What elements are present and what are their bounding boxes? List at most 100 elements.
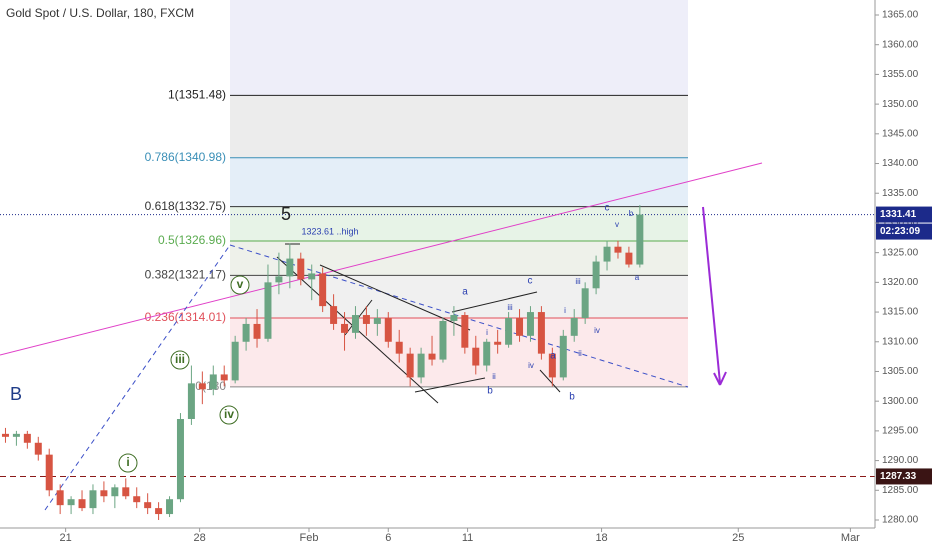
wave-label: iv xyxy=(224,407,234,421)
wave-label: iii xyxy=(507,303,513,312)
candle-body xyxy=(362,315,370,324)
y-tick-label: 1315.00 xyxy=(882,307,919,318)
wave-label: i xyxy=(564,306,566,315)
fib-level-label: 0.382(1321.17) xyxy=(145,268,226,282)
wave-label: a xyxy=(462,287,468,298)
candle-body xyxy=(548,353,556,378)
candle-body xyxy=(34,442,42,455)
x-tick-label: 11 xyxy=(462,532,473,544)
y-tick-label: 1355.00 xyxy=(882,69,919,80)
candle-body xyxy=(155,508,163,515)
y-tick-label: 1340.00 xyxy=(882,158,919,169)
candle-body xyxy=(592,261,600,289)
countdown-label: 02:23:09 xyxy=(880,226,920,237)
candle-body xyxy=(209,374,217,390)
x-tick-label: 6 xyxy=(385,532,391,544)
trend-line xyxy=(702,206,721,384)
candle-body xyxy=(133,496,141,503)
candle-body xyxy=(286,258,294,277)
candle-body xyxy=(417,353,425,378)
fib-level-label: 0.618(1332.75) xyxy=(145,199,226,213)
price-axis xyxy=(875,0,932,550)
wave-circle xyxy=(219,405,239,425)
trend-line xyxy=(229,244,689,388)
wave-label: iv xyxy=(594,326,600,335)
wave-label: iii xyxy=(175,352,185,366)
candle-body xyxy=(23,433,31,443)
level-label: 1287.33 xyxy=(880,471,917,482)
candle-body xyxy=(505,318,513,345)
candle-body xyxy=(472,347,480,366)
wave-circle xyxy=(170,350,190,370)
wave-label: c xyxy=(605,203,610,214)
wave-label: i xyxy=(486,328,488,337)
candle-body xyxy=(319,273,327,307)
x-tick-label: Mar xyxy=(841,532,860,544)
time-axis xyxy=(0,528,875,550)
trend-line xyxy=(451,291,538,313)
candle-body xyxy=(461,315,469,348)
y-tick-label: 1305.00 xyxy=(882,366,919,377)
candle-body xyxy=(384,318,392,342)
y-tick-label: 1300.00 xyxy=(882,396,919,407)
candle-body xyxy=(351,315,359,333)
fib-level-label: 0.236(1314.01) xyxy=(145,310,226,324)
candle-body xyxy=(45,454,53,491)
candle-body xyxy=(636,214,644,265)
x-tick-label: 28 xyxy=(193,532,205,544)
candle-body xyxy=(428,353,436,360)
y-tick-label: 1285.00 xyxy=(882,485,919,496)
candle-body xyxy=(275,276,283,283)
axes: 1280.00 1285.00 1290.00 1295.00 1300.00 1305.… xyxy=(60,10,932,544)
trend-line xyxy=(539,369,561,393)
wave-label: a xyxy=(550,351,556,362)
wave-label: iv xyxy=(528,361,534,370)
candle-body xyxy=(625,252,633,265)
candle-body xyxy=(1,433,9,437)
wave-label: v xyxy=(237,277,244,291)
wave-label: 1323.61 ..high xyxy=(301,226,358,236)
candle-body xyxy=(373,318,381,324)
last-price-tag xyxy=(876,206,932,223)
trend-line xyxy=(414,377,486,393)
candle-body xyxy=(122,487,130,497)
y-tick-label: 1290.00 xyxy=(882,455,919,466)
candle-body xyxy=(297,258,305,280)
fib-band xyxy=(230,206,688,242)
wave-label: ii xyxy=(492,372,496,381)
fib-band xyxy=(230,0,688,96)
trend-line xyxy=(0,162,763,356)
candle-body xyxy=(242,323,250,342)
y-tick-label: 1360.00 xyxy=(882,39,919,50)
y-tick-label: 1350.00 xyxy=(882,99,919,110)
candle-body xyxy=(111,487,119,497)
candle-body xyxy=(450,315,458,321)
candle-body xyxy=(494,341,502,345)
candle-body xyxy=(78,499,86,509)
fib-band xyxy=(230,157,688,207)
candle-body xyxy=(187,383,195,419)
x-tick-label: 18 xyxy=(595,532,607,544)
candle-body xyxy=(253,323,261,339)
candle-body xyxy=(144,502,152,509)
y-tick-label: 1280.00 xyxy=(882,515,919,526)
fib-band xyxy=(230,275,688,318)
candle-body xyxy=(341,323,349,333)
x-tick-label: Feb xyxy=(300,532,319,544)
level-tag xyxy=(876,468,932,485)
candle-body xyxy=(483,341,491,366)
candle-body xyxy=(406,353,414,378)
trend-line xyxy=(719,371,727,386)
candle-body xyxy=(581,288,589,318)
candle-body xyxy=(603,246,611,262)
fib-level-label: 0.786(1340.98) xyxy=(145,150,226,164)
wave-label: b xyxy=(487,386,493,397)
last-price-label: 1331.41 xyxy=(880,209,917,220)
chart-title: Gold Spot / U.S. Dollar, 180, FXCM xyxy=(6,6,194,20)
wave-label: v xyxy=(615,220,619,229)
wave-label: 5 xyxy=(281,204,291,224)
y-tick-label: 1330.00 xyxy=(882,218,919,229)
candle-body xyxy=(559,335,567,378)
candle-body xyxy=(220,374,228,381)
